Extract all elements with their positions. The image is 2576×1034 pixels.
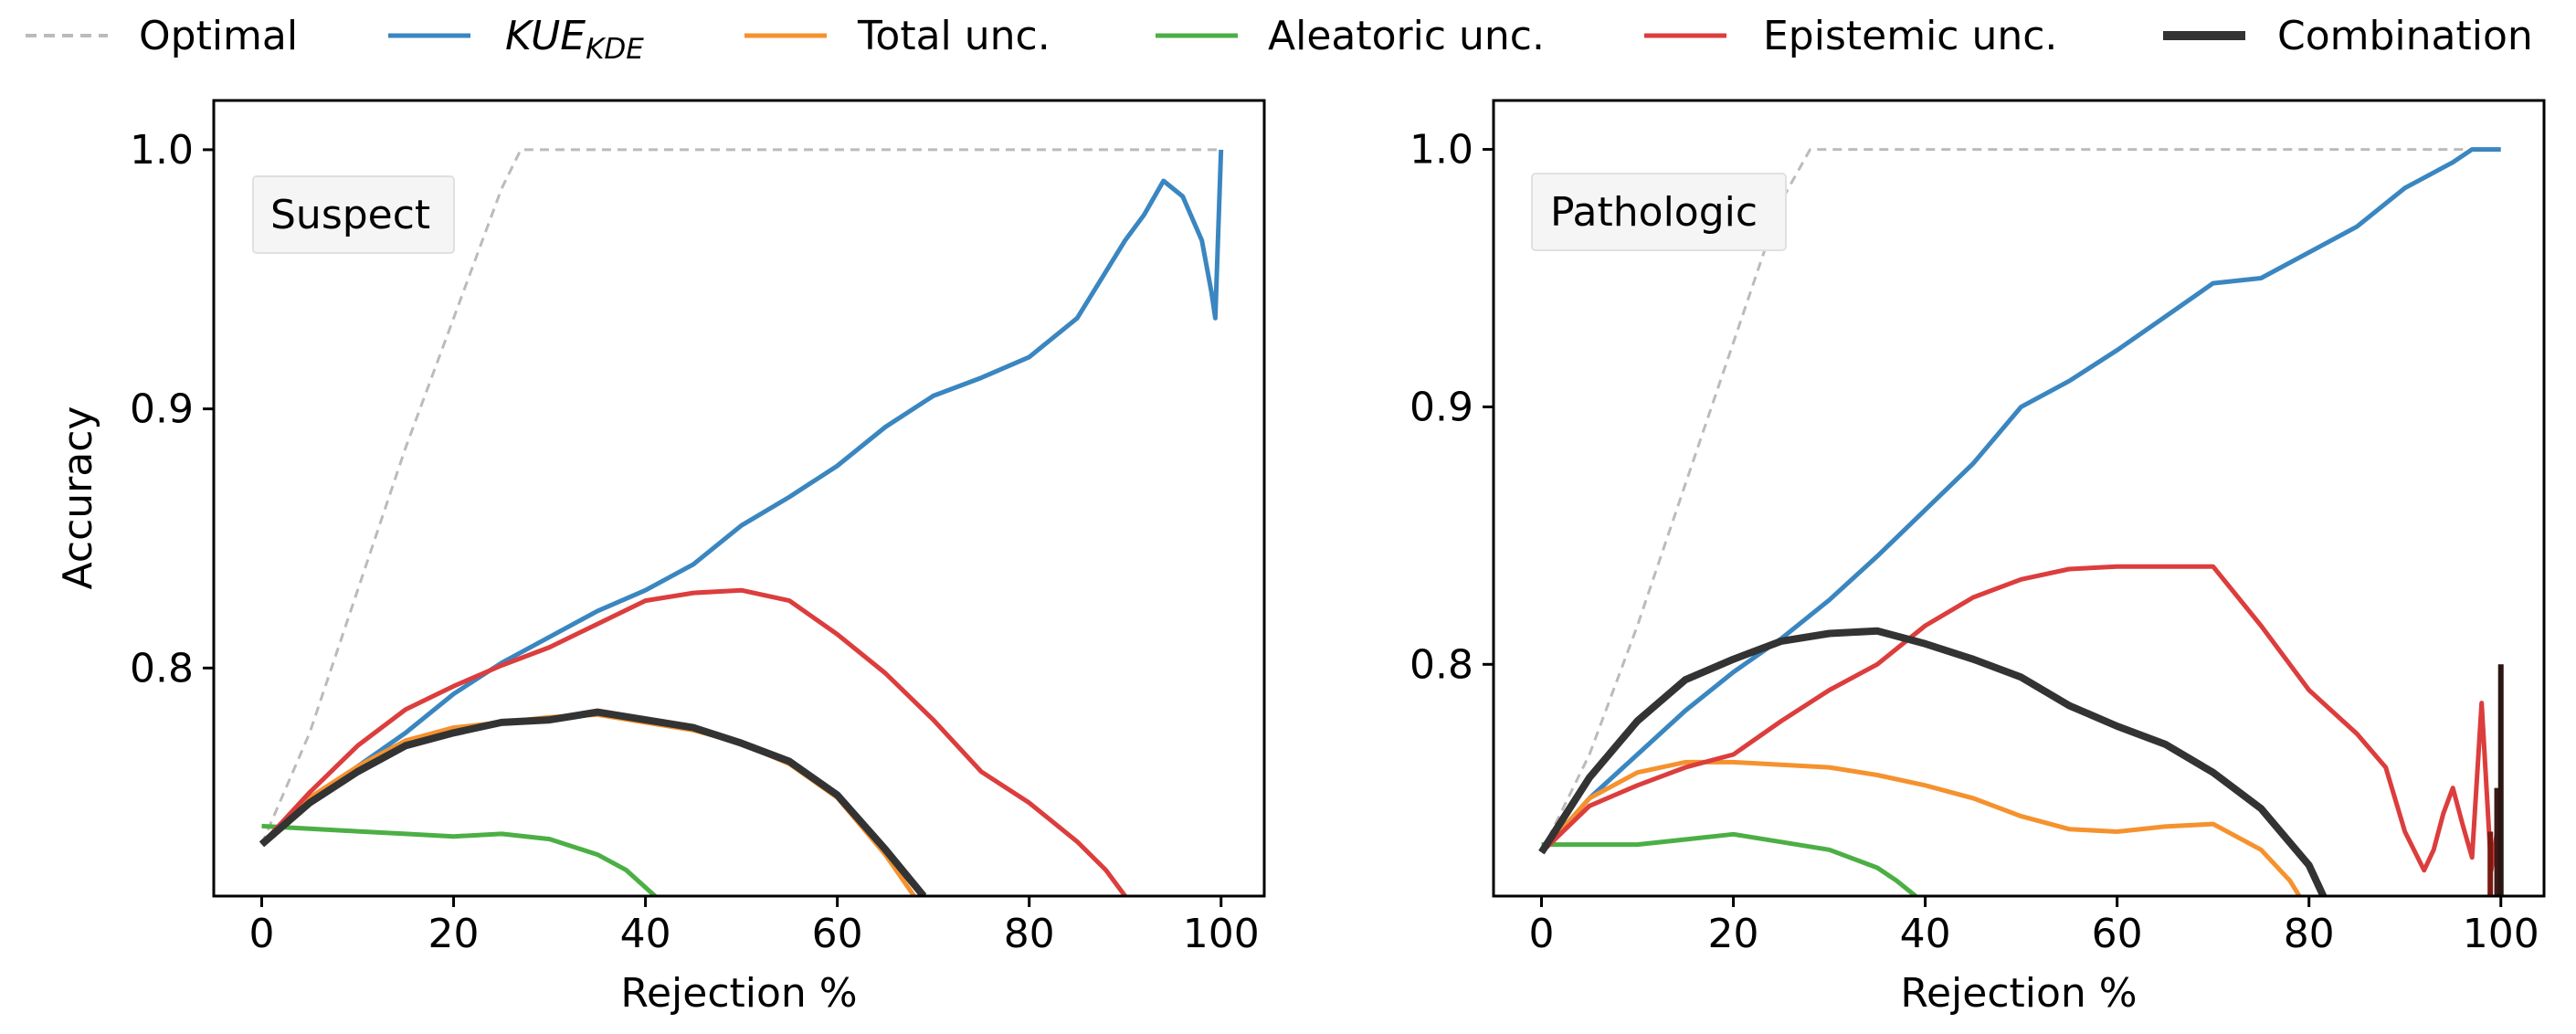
y-tick-label-2: 1.0	[130, 127, 194, 174]
panel-label-suspect: Suspect	[270, 192, 430, 238]
legend-label-kue-sub: KDE	[586, 33, 644, 66]
axes-frame-suspect	[212, 99, 1266, 898]
legend-label-epistemic: Epistemic unc.	[1763, 13, 2057, 59]
x-axis-label-suspect: Rejection %	[620, 970, 857, 1017]
x-tick-label-0: 0	[249, 911, 275, 957]
series-line-optimal	[260, 148, 1221, 845]
x-tick-label-60: 60	[2092, 911, 2143, 957]
series-line-optimal	[1540, 148, 2501, 853]
axis-ticks-pathologic: 0 20 40 60 80 100 0.8 0.9 1.0	[1409, 127, 2539, 957]
y-tick-label-0: 0.8	[130, 645, 194, 691]
x-tick-label-20: 20	[1708, 911, 1759, 957]
legend-entry-aleatoric: Aleatoric unc.	[1156, 13, 1545, 59]
y-axis-label-suspect: Accuracy	[55, 406, 101, 590]
panel-label-box-suspect: Suspect	[252, 175, 455, 254]
panel-suspect: 0 20 40 60 80 100 0.8 0.9 1.0 Suspect Rejection …	[55, 99, 1266, 1017]
x-tick-label-0: 0	[1529, 911, 1555, 957]
legend-entry-total: Total unc.	[744, 13, 1050, 59]
x-tick-label-100: 100	[2463, 911, 2539, 957]
legend-entry-kue: KUEKDE	[388, 13, 644, 66]
x-tick-label-100: 100	[1183, 911, 1260, 957]
plot-area-pathologic	[1538, 147, 2504, 896]
legend-entry-epistemic: Epistemic unc.	[1644, 13, 2057, 59]
legend-label-kue: KUEKDE	[505, 13, 644, 66]
series-line-combination	[259, 708, 927, 896]
legend-label-kue-main: KUE	[505, 13, 586, 59]
plot-area-suspect	[259, 148, 1224, 896]
series-line-total	[1539, 759, 2302, 896]
x-tick-label-80: 80	[1004, 911, 1055, 957]
panel-label-box-pathologic: Pathologic	[1531, 173, 1787, 251]
x-tick-label-40: 40	[620, 911, 671, 957]
legend-label-total: Total unc.	[857, 13, 1050, 59]
y-tick-label-2: 1.0	[1409, 127, 1473, 174]
legend-entry-optimal: Optimal	[26, 13, 298, 59]
legend-label-combination: Combination	[2277, 13, 2533, 59]
panel-pathologic: 0 20 40 60 80 100 0.8 0.9 1.0 Pathologic Rejecti…	[1409, 99, 2546, 1017]
series-line-aleatoric	[261, 823, 657, 896]
x-tick-label-40: 40	[1900, 911, 1951, 957]
series-line-kue	[259, 149, 1224, 847]
y-tick-label-1: 0.9	[1409, 384, 1473, 430]
y-tick-label-0: 0.8	[1409, 641, 1473, 688]
series-line-aleatoric	[1541, 831, 1917, 896]
axis-ticks-suspect: 0 20 40 60 80 100 0.8 0.9 1.0	[130, 127, 1260, 957]
legend-label-optimal: Optimal	[139, 13, 298, 59]
legend-entry-combination: Combination	[2163, 13, 2533, 59]
x-tick-label-20: 20	[428, 911, 480, 957]
legend: Optimal KUEKDE Total unc. Aleatoric unc.…	[26, 13, 2533, 66]
panel-label-pathologic: Pathologic	[1550, 189, 1758, 236]
x-tick-label-80: 80	[2284, 911, 2335, 957]
x-axis-label-pathologic: Rejection %	[1900, 970, 2137, 1017]
x-tick-label-60: 60	[812, 911, 863, 957]
series-line-kue	[1539, 147, 2501, 854]
legend-label-aleatoric: Aleatoric unc.	[1268, 13, 1545, 59]
axes-frame-pathologic	[1492, 99, 2546, 898]
series-line-epistemic	[1539, 564, 2504, 873]
series-line-epistemic	[259, 587, 1127, 896]
series-line-combination	[1538, 627, 2328, 896]
y-tick-label-1: 0.9	[130, 386, 194, 433]
